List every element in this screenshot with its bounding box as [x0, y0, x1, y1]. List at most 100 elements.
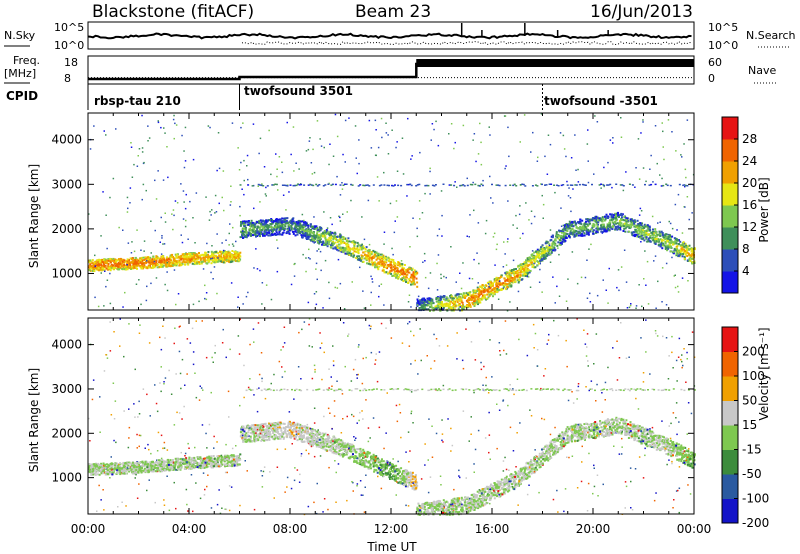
echo-point — [112, 177, 115, 180]
echo-point — [263, 221, 266, 224]
echo-point — [95, 262, 98, 265]
echo-point — [262, 227, 265, 230]
echo-point — [337, 239, 340, 242]
echo-point — [207, 253, 209, 256]
echo-point — [225, 251, 228, 254]
echo-point — [261, 303, 263, 305]
echo-point — [370, 291, 372, 294]
echo-point — [259, 226, 262, 229]
echo-point — [470, 299, 473, 302]
echo-point — [654, 238, 657, 241]
echo-point — [170, 265, 173, 267]
echo-point — [410, 306, 412, 308]
echo-point — [622, 189, 625, 192]
echo-point — [312, 240, 315, 243]
echo-point — [390, 269, 393, 272]
echo-point — [286, 185, 289, 187]
echo-point — [123, 267, 126, 270]
echo-point — [362, 245, 365, 248]
echo-point — [157, 120, 159, 122]
echo-point — [594, 115, 596, 117]
echo-point — [471, 294, 474, 297]
echo-point — [602, 218, 605, 221]
echo-point — [111, 259, 114, 262]
echo-point — [659, 234, 662, 237]
echo-point — [468, 236, 470, 238]
echo-point — [443, 303, 446, 306]
echo-point — [333, 236, 336, 239]
echo-point — [592, 232, 595, 235]
echo-point — [325, 239, 328, 242]
echo-point — [109, 261, 112, 264]
echo-point — [349, 248, 352, 251]
echo-point — [128, 262, 131, 265]
echo-point — [214, 251, 217, 254]
echo-point — [493, 280, 496, 283]
echo-point — [258, 152, 260, 155]
echo-point — [329, 217, 332, 219]
echo-point — [429, 193, 431, 195]
echo-point — [216, 233, 218, 235]
echo-point — [668, 234, 671, 237]
echo-point — [296, 233, 299, 236]
echo-point — [236, 255, 239, 258]
echo-point — [516, 227, 518, 229]
echo-point — [174, 264, 176, 267]
echo-point — [265, 223, 268, 226]
echo-point — [91, 265, 94, 267]
echo-point — [110, 258, 113, 261]
echo-point — [600, 230, 603, 233]
echo-point — [481, 184, 484, 187]
echo-point — [513, 268, 515, 271]
echo-point — [218, 255, 221, 258]
echo-point — [398, 264, 401, 267]
echo-point — [168, 261, 171, 264]
echo-point — [602, 223, 604, 226]
nave-right-tick-top: 60 — [708, 56, 722, 69]
echo-point — [681, 246, 684, 249]
echo-point — [213, 258, 216, 261]
echo-point — [215, 258, 218, 260]
echo-point — [516, 273, 519, 276]
echo-point — [228, 244, 230, 246]
echo-point — [389, 269, 392, 272]
echo-point — [523, 261, 526, 264]
echo-point — [628, 224, 630, 227]
echo-point — [491, 289, 494, 291]
echo-point — [310, 225, 313, 228]
echo-point — [633, 219, 636, 222]
echo-point — [198, 300, 200, 303]
echo-point — [580, 229, 583, 232]
echo-point — [639, 207, 642, 210]
echo-point — [342, 213, 344, 215]
echo-point — [450, 184, 453, 186]
echo-point — [379, 253, 382, 256]
echo-point — [249, 222, 252, 225]
echo-point — [506, 241, 509, 243]
echo-point — [449, 306, 452, 309]
echo-point — [126, 211, 129, 213]
echo-point — [171, 264, 174, 267]
echo-point — [302, 226, 305, 229]
echo-point — [316, 239, 319, 242]
echo-point — [185, 258, 188, 261]
echo-point — [466, 184, 469, 187]
echo-point — [273, 228, 276, 231]
echo-point — [136, 165, 139, 167]
echo-point — [220, 250, 223, 253]
echo-point — [585, 218, 588, 221]
echo-point — [407, 301, 410, 303]
echo-point — [332, 232, 335, 235]
echo-point — [617, 226, 620, 229]
echo-point — [288, 191, 290, 193]
echo-point — [250, 223, 253, 226]
echo-point — [187, 257, 190, 260]
echo-point — [402, 277, 405, 279]
echo-point — [691, 212, 693, 214]
echo-point — [421, 301, 423, 304]
echo-point — [646, 240, 649, 243]
echo-point — [216, 292, 218, 295]
power-scatter-points — [88, 113, 696, 312]
echo-point — [307, 257, 310, 259]
echo-point — [382, 268, 385, 271]
